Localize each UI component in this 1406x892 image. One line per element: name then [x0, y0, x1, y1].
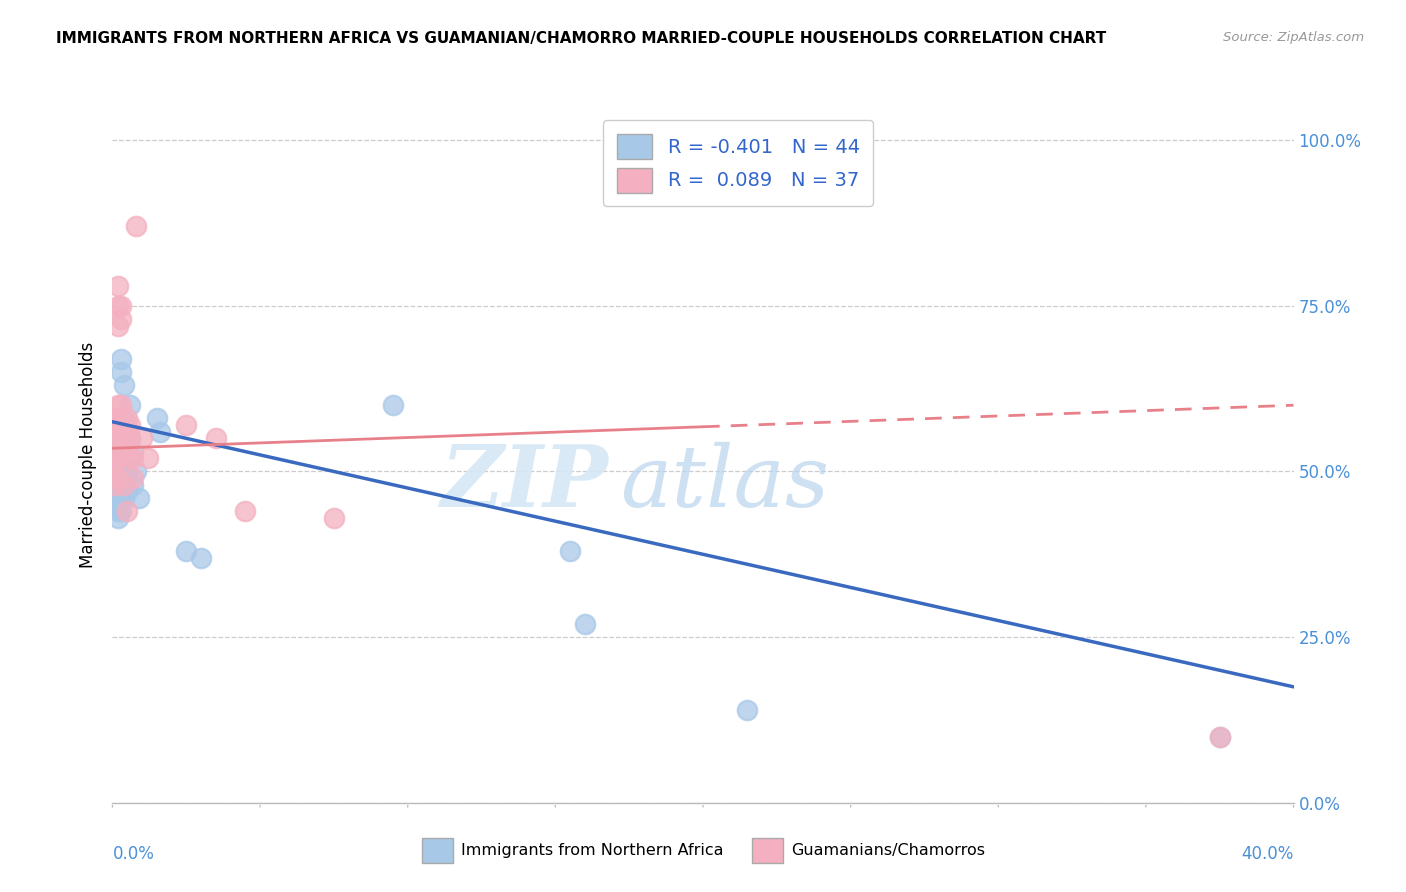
- FancyBboxPatch shape: [422, 838, 453, 863]
- Point: [104, 458, 127, 472]
- Point: [125, 465, 148, 479]
- Text: Source: ZipAtlas.com: Source: ZipAtlas.com: [1223, 31, 1364, 45]
- Text: 0.0%: 0.0%: [112, 845, 155, 863]
- FancyBboxPatch shape: [752, 838, 783, 863]
- Point: [104, 438, 127, 452]
- Point: [107, 398, 129, 412]
- Point: [107, 477, 129, 491]
- Point: [117, 484, 138, 499]
- Point: [128, 491, 150, 505]
- Point: [110, 504, 132, 518]
- Text: Guamanians/Chamorros: Guamanians/Chamorros: [792, 844, 986, 858]
- Point: [117, 504, 138, 518]
- Point: [107, 411, 129, 425]
- Text: 40.0%: 40.0%: [1241, 845, 1294, 863]
- Point: [112, 491, 135, 505]
- Point: [107, 504, 129, 518]
- Point: [107, 299, 129, 313]
- Legend: R = -0.401   N = 44, R =  0.089   N = 37: R = -0.401 N = 44, R = 0.089 N = 37: [603, 120, 873, 206]
- Point: [122, 471, 145, 485]
- Point: [107, 418, 129, 433]
- Point: [104, 458, 127, 472]
- Point: [117, 431, 138, 445]
- Point: [107, 465, 129, 479]
- Point: [107, 498, 129, 512]
- Point: [737, 703, 759, 717]
- Point: [112, 477, 135, 491]
- Point: [104, 431, 127, 445]
- Point: [1208, 730, 1232, 744]
- Point: [107, 279, 129, 293]
- Point: [120, 431, 142, 445]
- Point: [131, 431, 153, 445]
- Point: [110, 411, 132, 425]
- Point: [110, 398, 132, 412]
- Point: [120, 398, 142, 412]
- Point: [107, 451, 129, 466]
- Point: [112, 431, 135, 445]
- Point: [122, 477, 145, 491]
- Point: [120, 451, 142, 466]
- Point: [190, 550, 212, 565]
- Point: [112, 444, 135, 458]
- Point: [125, 219, 148, 234]
- Point: [110, 451, 132, 466]
- Point: [382, 398, 405, 412]
- Text: Immigrants from Northern Africa: Immigrants from Northern Africa: [461, 844, 724, 858]
- Point: [107, 511, 129, 525]
- Point: [136, 451, 159, 466]
- Point: [558, 544, 582, 558]
- Point: [574, 616, 596, 631]
- Point: [110, 418, 132, 433]
- Point: [104, 477, 127, 491]
- Point: [104, 444, 127, 458]
- Y-axis label: Married-couple Households: Married-couple Households: [79, 342, 97, 568]
- Point: [323, 511, 346, 525]
- Point: [104, 451, 127, 466]
- Text: atlas: atlas: [620, 442, 830, 524]
- Point: [104, 491, 127, 505]
- Point: [117, 411, 138, 425]
- Text: ZIP: ZIP: [440, 441, 609, 524]
- Point: [1208, 730, 1232, 744]
- Point: [146, 411, 169, 425]
- Point: [112, 431, 135, 445]
- Point: [233, 504, 256, 518]
- Point: [112, 458, 135, 472]
- Point: [149, 425, 172, 439]
- Point: [174, 418, 197, 433]
- Point: [117, 465, 138, 479]
- Point: [120, 431, 142, 445]
- Point: [104, 438, 127, 452]
- Point: [104, 471, 127, 485]
- Point: [104, 477, 127, 491]
- Point: [104, 465, 127, 479]
- Point: [110, 351, 132, 366]
- Point: [110, 312, 132, 326]
- Point: [122, 444, 145, 458]
- Point: [112, 378, 135, 392]
- Point: [110, 465, 132, 479]
- Point: [205, 431, 228, 445]
- Point: [107, 318, 129, 333]
- Point: [110, 365, 132, 379]
- Point: [110, 299, 132, 313]
- Point: [104, 498, 127, 512]
- Point: [112, 477, 135, 491]
- Point: [174, 544, 197, 558]
- Point: [110, 491, 132, 505]
- Point: [104, 471, 127, 485]
- Point: [107, 484, 129, 499]
- Point: [120, 418, 142, 433]
- Text: IMMIGRANTS FROM NORTHERN AFRICA VS GUAMANIAN/CHAMORRO MARRIED-COUPLE HOUSEHOLDS : IMMIGRANTS FROM NORTHERN AFRICA VS GUAMA…: [56, 31, 1107, 46]
- Point: [122, 451, 145, 466]
- Point: [110, 477, 132, 491]
- Point: [117, 418, 138, 433]
